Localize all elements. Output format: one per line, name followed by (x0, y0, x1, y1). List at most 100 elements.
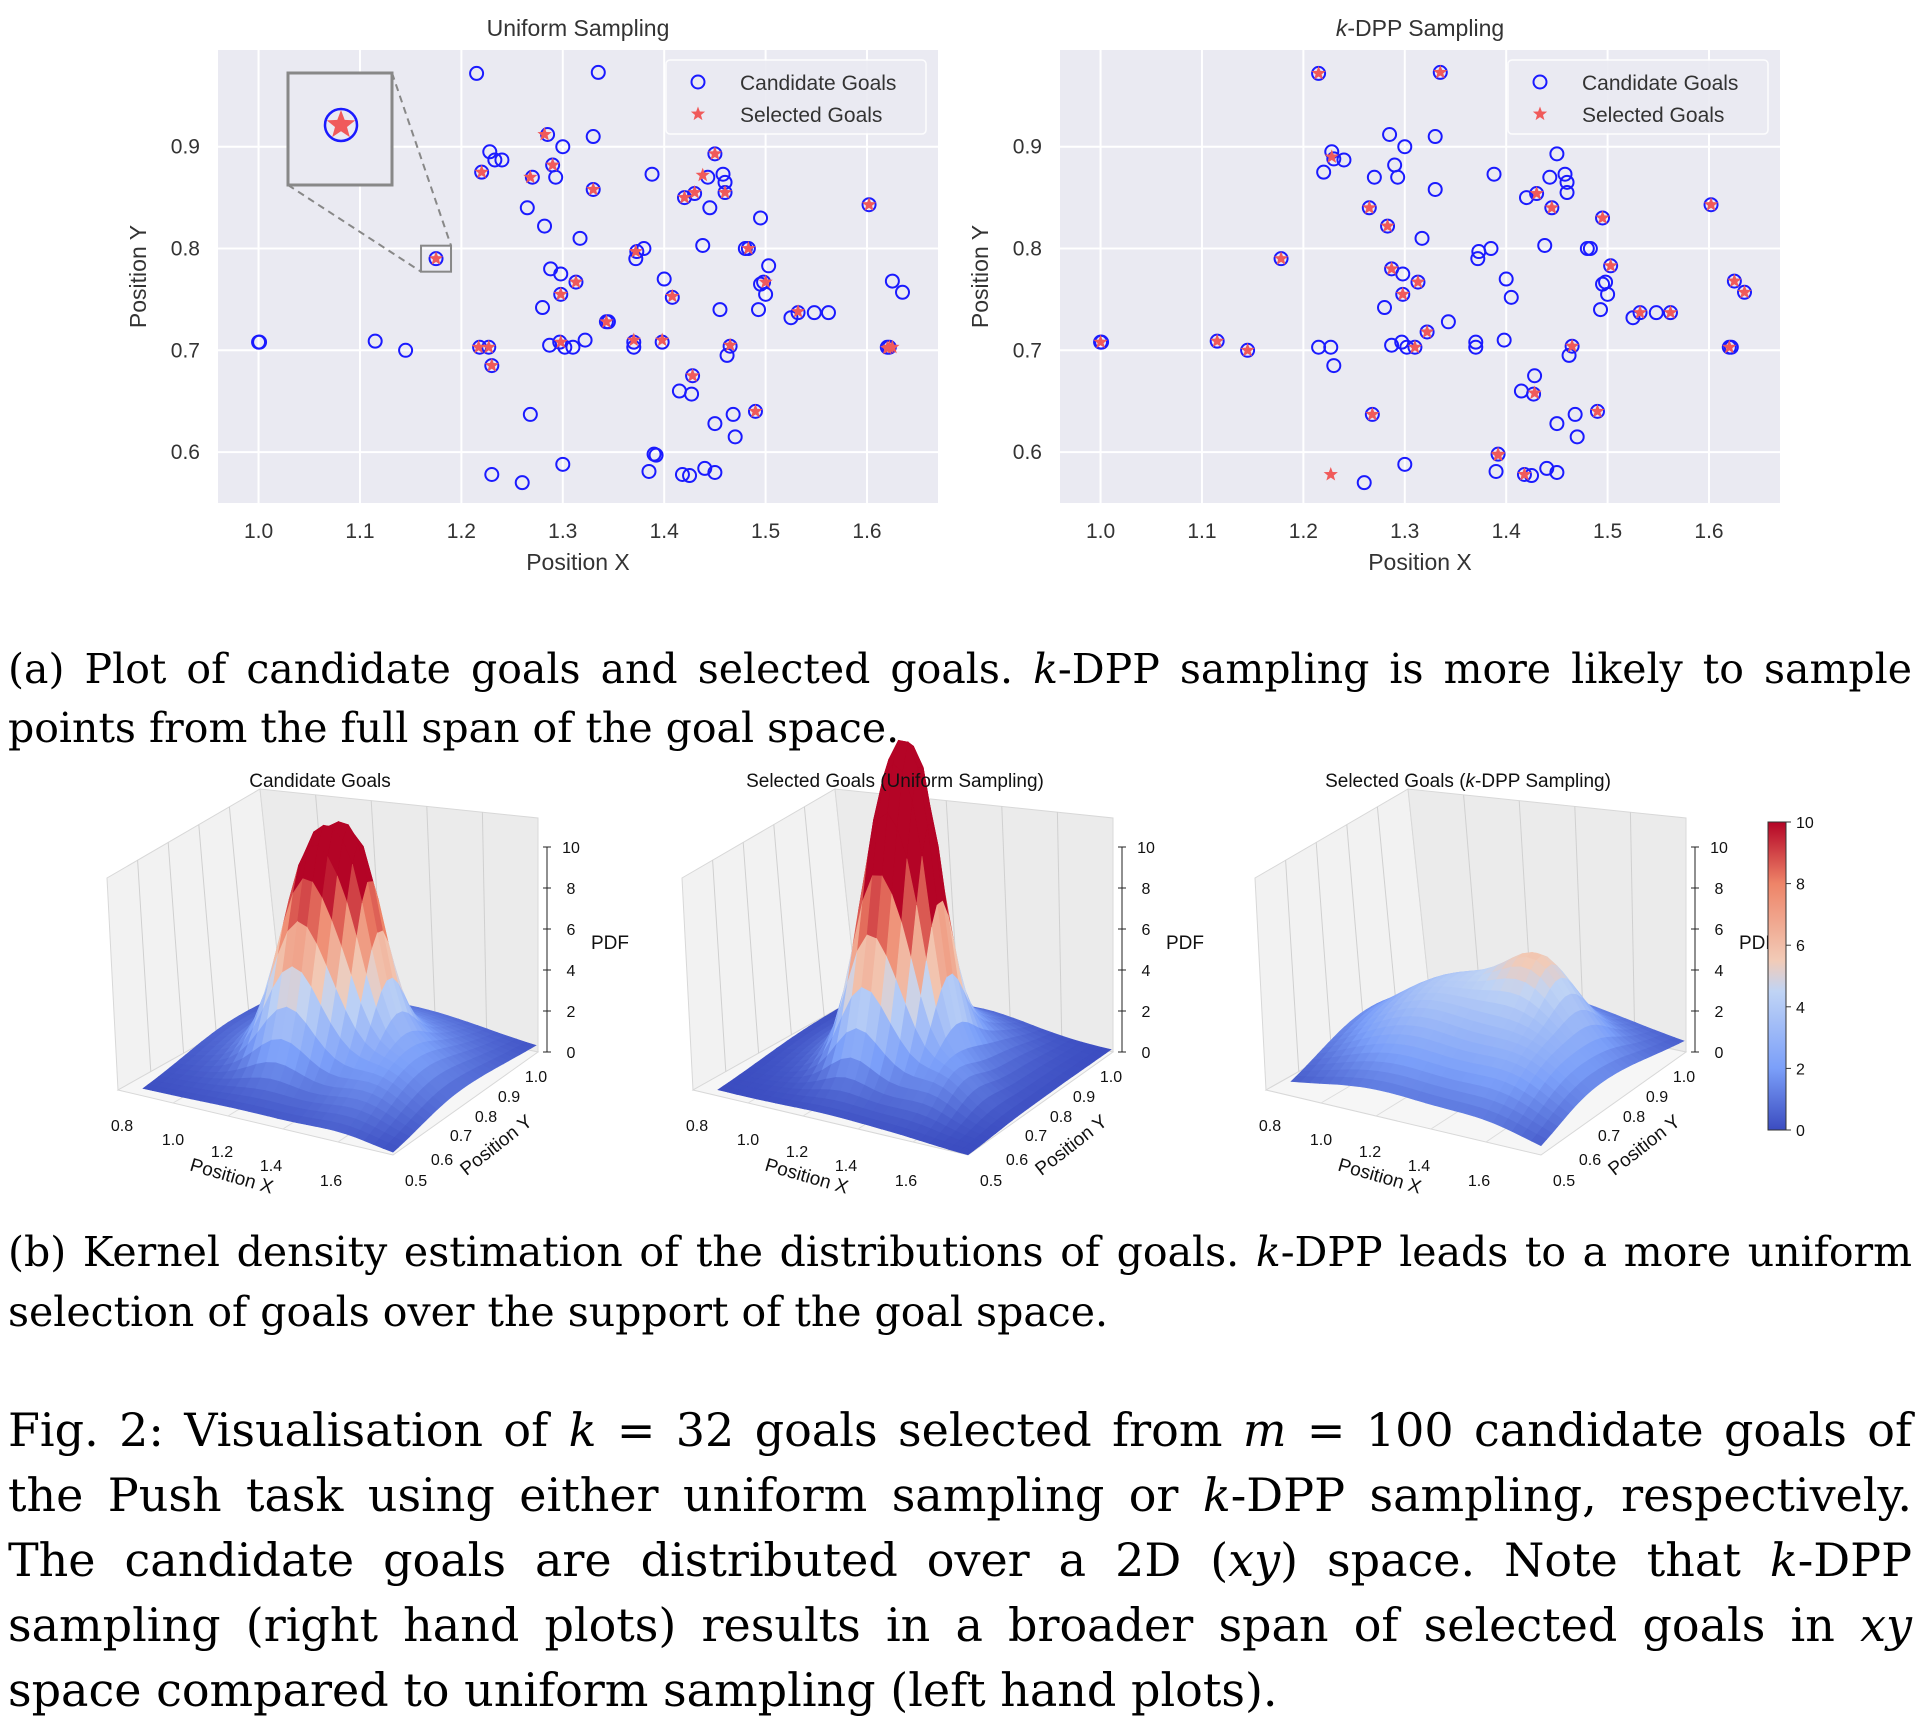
candidate-goal-point (1567, 406, 1583, 422)
candidate-goal-point (1366, 169, 1382, 185)
surface-patch (382, 1142, 400, 1153)
selected-goal-point (695, 167, 710, 182)
selected-goal-point (677, 190, 692, 204)
selected-goal-point (1490, 447, 1506, 462)
surface-chart-kdpp: Selected Goals (k-DPP Sampling)0246810PD… (1254, 771, 1777, 1199)
candidate-goal-point (1316, 164, 1332, 180)
selected-goal-point (1632, 305, 1648, 319)
candidate-goal-point (648, 447, 664, 463)
x-tick-label: 1.0 (162, 1132, 184, 1149)
figure-caption: Fig. 2: Visualisation of k = 32 goals se… (8, 1398, 1912, 1723)
candidate-goal-point (1557, 166, 1573, 182)
colorbar-tick-label: 10 (1796, 815, 1814, 832)
caption-b: (b) Kernel density estimation of the dis… (8, 1222, 1912, 1342)
legend-box (665, 59, 927, 135)
candidate-goal-point (482, 144, 498, 160)
z-tick-label: 8 (567, 881, 576, 898)
selected-goal-point (1407, 339, 1423, 354)
candidate-goal-point (1648, 305, 1664, 321)
x-tick-label: 1.5 (1593, 520, 1622, 543)
legend-selected-label: Selected Goals (1582, 104, 1724, 127)
candidate-goal-point (656, 271, 672, 287)
candidate-goal-point (1468, 334, 1484, 350)
candidate-goal-point (1549, 416, 1565, 432)
x-tick-label: 1.2 (211, 1144, 233, 1161)
wall-grid-line (1629, 812, 1636, 1042)
y-tick-label: 0.8 (1013, 238, 1042, 261)
selected-goal-point (1737, 284, 1752, 299)
y-tick-label: 0.7 (450, 1128, 472, 1145)
candidate-goal-point (555, 139, 571, 155)
x-tick-label: 1.1 (1187, 520, 1216, 543)
candidate-goal-point (806, 305, 822, 321)
selected-goal-point (553, 286, 568, 301)
legend-candidate-marker (690, 74, 706, 90)
selected-goal-point (523, 169, 538, 184)
caption-text: -DPP sampling (right hand plots) results… (8, 1533, 1913, 1652)
candidate-goal-point (469, 65, 485, 81)
y-tick-label: 0.7 (171, 339, 200, 362)
candidate-goal-point (758, 286, 774, 302)
colorbar-gradient (1767, 821, 1787, 1131)
selected-goal-point (1663, 305, 1678, 319)
candidate-goal-point (1397, 456, 1413, 472)
x-tick-label: 1.2 (1289, 520, 1318, 543)
candidate-goal-point (727, 429, 743, 445)
caption-math: xy (1228, 1533, 1281, 1587)
y-tick-label: 0.5 (980, 1173, 1002, 1190)
selected-goal-point (568, 274, 584, 289)
selected-goal-point (1564, 338, 1580, 353)
selected-goal-point (471, 339, 486, 354)
z-axis-label: PDF (591, 933, 629, 954)
candidate-goal-point (1600, 286, 1616, 302)
colorbar-tick-label: 2 (1796, 1061, 1805, 1078)
candidate-goal-point (712, 302, 728, 318)
selected-goal-point (880, 340, 895, 355)
caption-math: xy (1860, 1598, 1912, 1652)
candidate-goal-point (553, 266, 569, 282)
candidate-goal-point (1336, 152, 1352, 168)
selected-goal-point (1722, 339, 1737, 354)
z-tick-label: 8 (1142, 881, 1151, 898)
caption-text: -DPP leads to a more uniform selection o… (8, 1228, 1912, 1336)
colorbar-tick-label: 8 (1796, 877, 1805, 894)
x-tick-label: 1.6 (852, 520, 881, 543)
candidate-goal-point (519, 200, 535, 216)
y-tick-label: 0.5 (405, 1173, 427, 1190)
wall-grid-line (426, 806, 437, 1031)
x-tick-label: 1.2 (1359, 1144, 1381, 1161)
y-tick-label: 0.7 (1598, 1128, 1620, 1145)
candidate-goal-point (1377, 300, 1393, 316)
candidate-goal-point (1483, 241, 1499, 257)
caption-text: -DPP sampling, respectively. The candida… (8, 1468, 1912, 1587)
surface-patch (1530, 1133, 1547, 1147)
x-tick-label: 1.6 (895, 1173, 917, 1190)
z-tick-label: 6 (1142, 922, 1151, 939)
selected-goal-point (722, 337, 738, 352)
selected-goal-point (1362, 200, 1377, 214)
candidate-goal-point (548, 169, 564, 185)
candidate-goal-point (715, 166, 731, 182)
candidate-goal-point (367, 333, 383, 349)
y-tick-label: 0.6 (1013, 441, 1042, 464)
candidate-goal-point (707, 416, 723, 432)
selected-goal-point (586, 181, 601, 196)
zoom-connector (391, 72, 452, 247)
candidate-goal-point (1356, 475, 1372, 491)
candidate-goal-point (1549, 146, 1565, 162)
selected-goal-point (1590, 403, 1605, 418)
chart-title-part: -DPP Sampling) (1475, 771, 1611, 792)
caption-text: = 32 goals selected from (596, 1403, 1243, 1457)
candidate-goal-point (398, 342, 414, 358)
y-tick-label: 0.8 (1623, 1109, 1645, 1126)
candidate-goal-point (1414, 230, 1430, 246)
surface-chart-candidate: Candidate Goals 0 2 4 6 8 10 PDF 0.8 1.0 1.2 1.4 1.6… (106, 771, 629, 1199)
y-axis-label: Position Y (125, 225, 151, 328)
z-tick-label: 0 (1142, 1045, 1151, 1062)
candidate-goal-point (895, 284, 911, 300)
candidate-goal-point (494, 152, 510, 168)
candidate-goal-point (1470, 251, 1486, 267)
y-tick-label: 0.8 (475, 1109, 497, 1126)
wall-grid-line (1056, 812, 1063, 1042)
selected-goal-point (1603, 258, 1618, 272)
